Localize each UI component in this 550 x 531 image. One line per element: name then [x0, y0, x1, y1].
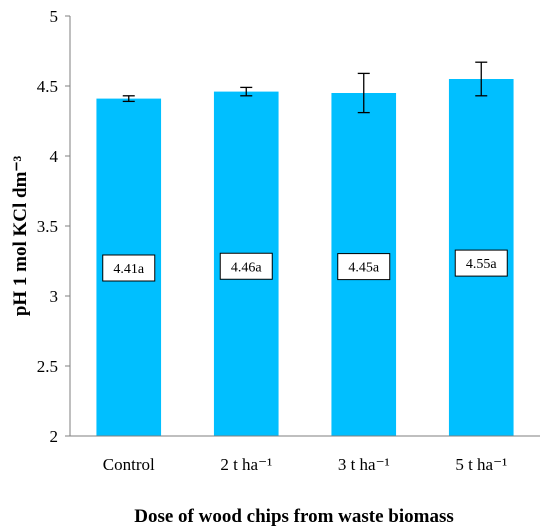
- data-labels: 4.41a 4.46a 4.45a 4.55a: [102, 249, 508, 282]
- data-label-box-2: [219, 252, 273, 280]
- x-tick-label: Control: [103, 455, 155, 474]
- y-tick-label: 4.5: [37, 77, 58, 96]
- y-tick-label: 3.5: [37, 217, 58, 236]
- y-tick-label: 5: [50, 7, 59, 26]
- data-label-box-1: [102, 254, 156, 282]
- y-axis-ticks: 2 2.5 3 3.5 4 4.5 5: [37, 7, 70, 446]
- y-tick-label: 3: [50, 287, 59, 306]
- x-tick-label: 2 t ha⁻¹: [220, 455, 272, 474]
- x-axis-tick-labels: Control 2 t ha⁻¹ 3 t ha⁻¹ 5 t ha⁻¹: [103, 455, 507, 474]
- data-label-4: 4.55a: [466, 257, 498, 272]
- y-tick-label: 2.5: [37, 357, 58, 376]
- x-tick-label: 3 t ha⁻¹: [338, 455, 390, 474]
- y-tick-label: 4: [50, 147, 59, 166]
- error-bars: [122, 61, 488, 114]
- data-label-3: 4.45a: [348, 261, 380, 276]
- data-label-box-3: [337, 253, 391, 281]
- data-label-2: 4.46a: [231, 260, 263, 275]
- y-tick-label: 2: [50, 427, 59, 446]
- bar-series: [96, 79, 514, 436]
- data-label-box-4: [454, 249, 508, 277]
- data-label-1: 4.41a: [113, 262, 145, 277]
- x-axis-title: Dose of wood chips from waste biomass: [134, 506, 453, 527]
- x-tick-label: 5 t ha⁻¹: [455, 455, 507, 474]
- y-axis-title: pH 1 mol KCl dm⁻³: [10, 156, 31, 317]
